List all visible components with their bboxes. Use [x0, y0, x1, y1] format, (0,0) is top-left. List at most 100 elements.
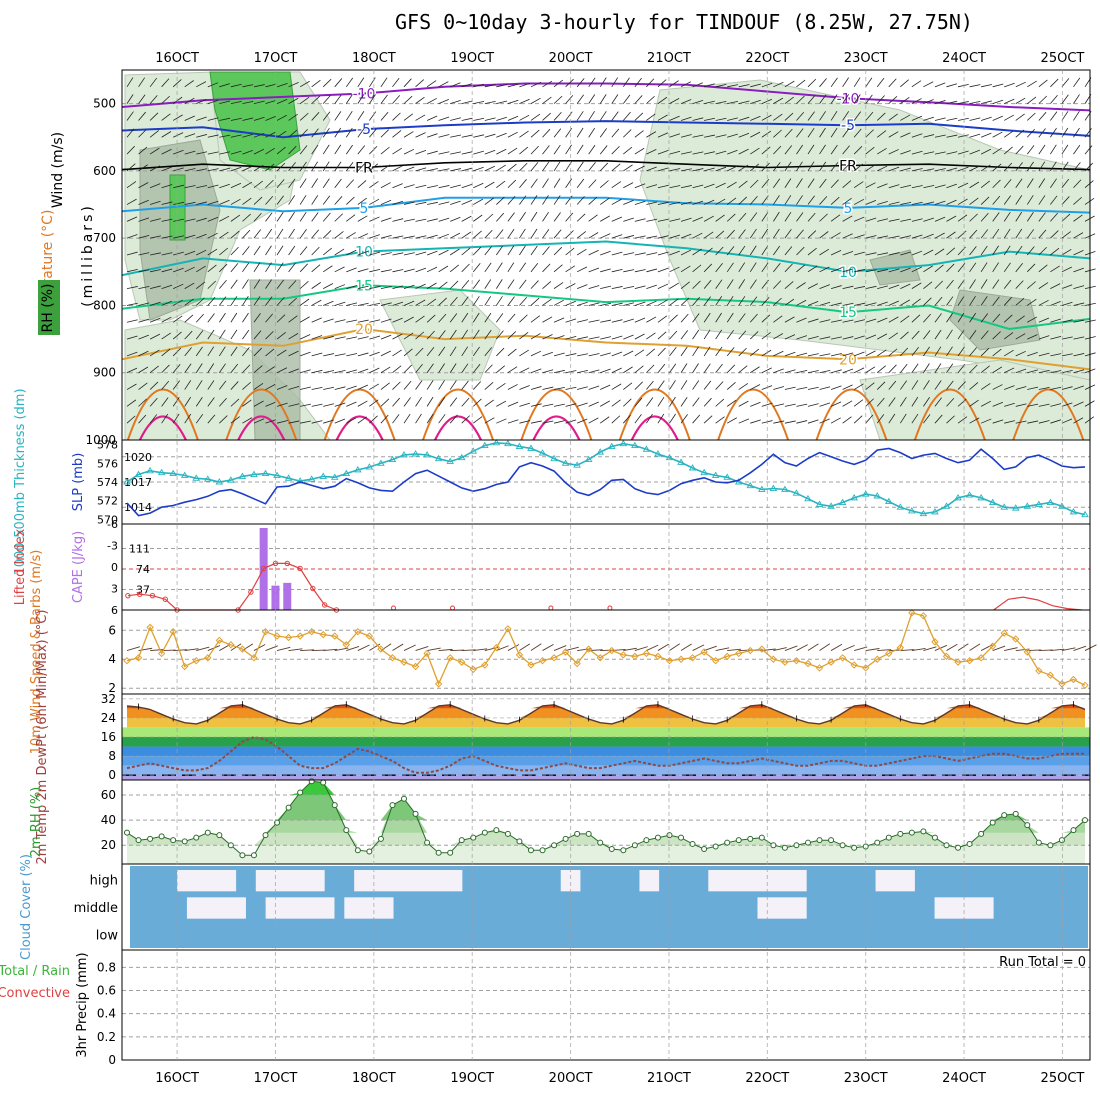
thickness-point	[550, 454, 558, 462]
wind-barb	[865, 334, 877, 340]
wind-barb	[126, 198, 137, 205]
wind-barb	[276, 420, 288, 424]
wind-barb	[311, 128, 319, 138]
wind-barb	[957, 279, 965, 289]
wind-barb	[900, 184, 912, 189]
wind-barb	[1061, 301, 1073, 306]
wind-barb	[392, 285, 404, 290]
wind-barb	[669, 380, 676, 390]
wind-speed-point	[827, 658, 835, 666]
top-time-label: 22OCT	[745, 51, 789, 66]
wind-barb	[646, 413, 653, 424]
wind-barb	[288, 368, 300, 374]
rh-point	[227, 842, 234, 849]
wind-barb	[357, 111, 365, 121]
wind-barb	[853, 399, 864, 407]
wind-barb	[184, 282, 195, 289]
wind-barb	[196, 265, 206, 273]
wind-barb	[946, 151, 958, 155]
wind-barb	[877, 252, 889, 256]
wind-barb	[126, 216, 138, 222]
wind-barb	[773, 420, 785, 424]
wind-barb	[484, 197, 494, 205]
wind-barb	[473, 150, 484, 155]
thickness-point	[504, 439, 512, 447]
wind-barb	[807, 403, 819, 407]
wind-barb	[1061, 196, 1070, 205]
wind-barb	[703, 231, 714, 239]
wind-barb	[415, 251, 427, 256]
wind-barb	[888, 78, 897, 88]
rh-point	[943, 842, 950, 849]
wind-barb	[427, 168, 438, 172]
rh-point	[793, 842, 800, 849]
wind-barb	[969, 399, 979, 407]
wind-barb	[842, 400, 853, 407]
wind-barb	[426, 97, 437, 104]
wind-barb	[969, 213, 978, 222]
wind-barb	[992, 115, 1003, 121]
wind-barb	[900, 201, 912, 205]
wind-barb	[253, 196, 263, 205]
wind-barb	[173, 184, 184, 189]
wind-barb-10m	[184, 648, 199, 651]
wind-barb	[126, 415, 136, 424]
precip-tick-label: 0.8	[97, 960, 116, 974]
wind-barb	[969, 229, 978, 239]
wind-barb	[138, 334, 149, 340]
wind-barb	[369, 216, 380, 222]
wind-barb	[657, 315, 668, 323]
wind-barb	[680, 265, 691, 273]
wind-barb	[334, 353, 346, 357]
wind-barb	[392, 301, 404, 306]
cloud-level-label: high	[90, 874, 118, 889]
wind-barb	[715, 150, 727, 155]
lifted-index-tick-label: 3	[111, 583, 118, 596]
wind-barb	[796, 352, 808, 357]
wind-barb	[496, 148, 507, 155]
wind-barb	[900, 218, 912, 222]
wind-barb-10m	[288, 648, 303, 651]
top-time-label: 19OCT	[450, 51, 494, 66]
wind-barb	[299, 161, 307, 172]
wind-barb	[219, 346, 226, 357]
wind-barb	[173, 149, 184, 155]
wind-barb	[161, 201, 173, 205]
wind-barb	[265, 115, 276, 121]
wind-barb	[704, 100, 715, 105]
wind-speed-point	[388, 654, 397, 662]
wind-barb	[288, 145, 297, 155]
wind-speed-point	[631, 652, 639, 661]
wind-barb	[646, 348, 656, 357]
wind-barb	[807, 78, 817, 88]
wind-barb	[219, 100, 231, 105]
wind-barb	[438, 116, 450, 121]
wind-barb	[230, 416, 240, 424]
wind-barb	[195, 297, 205, 306]
wind-barb	[219, 151, 231, 155]
wind-barb	[1004, 367, 1015, 374]
wind-barb	[519, 262, 527, 273]
page-title: GFS 0~10day 3-hourly for TINDOUF (8.25W,…	[395, 10, 973, 34]
isotherm-label: -5	[841, 118, 855, 134]
wind-barb	[450, 82, 461, 88]
wind-barb	[588, 77, 596, 88]
wind-barb	[934, 184, 946, 189]
wind-barb	[1015, 162, 1023, 172]
wind-barb	[311, 420, 323, 424]
wind-barb	[761, 114, 772, 121]
wind-barb	[415, 396, 422, 407]
top-time-label: 23OCT	[844, 51, 888, 66]
wind-barb	[784, 145, 793, 155]
wind-barb	[207, 296, 216, 306]
wind-barb	[496, 229, 504, 239]
wind-barb	[600, 250, 611, 256]
wind-barb	[461, 100, 473, 105]
thickness-point	[954, 493, 962, 501]
wind-barb	[703, 415, 713, 424]
wind-barb	[334, 284, 346, 290]
wind-barb	[1015, 145, 1024, 155]
wind-barb	[357, 336, 369, 340]
wind-barb	[1003, 178, 1012, 188]
wind-barb	[692, 184, 704, 189]
